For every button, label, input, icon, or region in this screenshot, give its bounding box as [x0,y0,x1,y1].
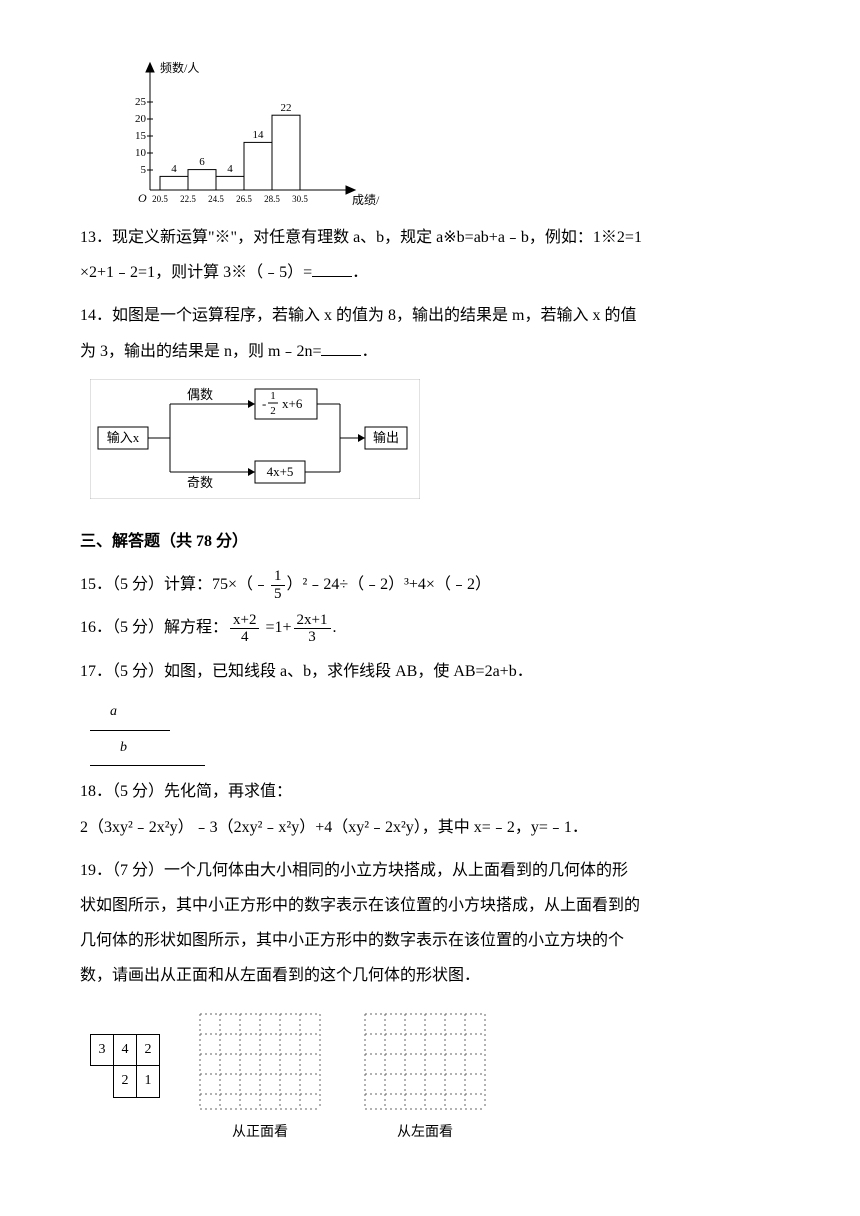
q14-text-a: 14．如图是一个运算程序，若输入 x 的值为 8，输出的结果是 m，若输入 x … [80,307,636,324]
q18-line2: 2（3xy²﹣2x²y）﹣3（2xy²﹣x²y）+4（xy²﹣2x²y），其中 … [80,819,588,836]
bar-label: 6 [199,156,205,168]
q14-text-b: 为 3，输出的结果是 n，则 m﹣2n= [80,343,321,360]
q19-line3: 几何体的形状如图所示，其中小正方形中的数字表示在该位置的小立方块的个 [80,932,624,949]
q13-text-b: ×2+1﹣2=1，则计算 3※（﹣5）= [80,264,312,281]
x-tick: 28.5 [264,194,280,204]
question-16: 16．（5 分）解方程：x+24 =1+2x+13. [80,610,780,645]
flow-input: 输入x [107,430,140,445]
cube-top-view: 3 4 2 2 1 [90,1034,160,1099]
fraction: 15 [271,568,285,602]
q16-end: . [333,619,337,636]
blank-answer [321,339,361,356]
x-tick: 20.5 [152,194,168,204]
cube-cell: 4 [114,1034,137,1066]
section-3-title: 三、解答题（共 78 分） [80,524,780,559]
seg-b-label: b [120,740,127,755]
q19-line1: 19．（7 分）一个几何体由大小相同的小立方块搭成，从上面看到的几何体的形 [80,862,628,879]
grid-figures: 3 4 2 2 1 从正面看 从左面看 [90,1009,780,1149]
segment-diagram: a b [90,697,780,767]
bar-label: 4 [171,163,177,175]
origin-label: O [138,191,147,205]
flowchart-diagram: 输入x 偶数 奇数 - 1 2 x+6 4x+5 输出 [90,379,420,499]
y-tick: 20 [135,113,147,125]
flow-top-post: x+6 [282,396,303,411]
fraction: 2x+13 [294,612,331,646]
cube-cell: 1 [137,1066,160,1098]
q13-text-a: 13．现定义新运算"※"，对任意有理数 a、b，规定 a※b=ab+a﹣b，例如… [80,229,642,246]
fraction: x+24 [230,612,259,646]
q15-pre: 15．（5 分）计算：75×（﹣ [80,576,269,593]
cube-cell-empty [91,1066,114,1098]
question-17: 17．（5 分）如图，已知线段 a、b，求作线段 AB，使 AB=2a+b． [80,654,780,689]
x-tick: 22.5 [180,194,196,204]
flow-top-num: 1 [270,390,276,402]
x-axis-label: 成绩/分 [352,193,380,207]
seg-a-label: a [110,704,117,719]
cube-cell: 3 [91,1034,114,1066]
x-tick: 24.5 [208,194,224,204]
dot-grid-front: 从正面看 [195,1009,325,1149]
y-tick: 15 [135,130,147,142]
q15-post: ）²﹣24÷（﹣2）³+4×（﹣2） [287,576,491,593]
bar-label: 22 [281,102,292,114]
y-tick: 10 [135,147,147,159]
question-13: 13．现定义新运算"※"，对任意有理数 a、b，规定 a※b=ab+a﹣b，例如… [80,220,780,290]
dot-grid-left: 从左面看 [360,1009,490,1149]
flow-top-den: 2 [270,405,276,417]
bar-label: 14 [253,129,265,141]
grid-label-front: 从正面看 [195,1118,325,1149]
q18-line1: 18．（5 分）先化简，再求值： [80,783,292,800]
blank-answer [312,260,352,277]
cube-cell: 2 [137,1034,160,1066]
flow-top-pre: - [262,396,266,411]
q19-line4: 数，请画出从正面和从左面看到的这个几何体的形状图． [80,967,480,984]
y-tick: 25 [135,96,147,108]
q19-line2: 状如图所示，其中小正方形中的数字表示在该位置的小方块搭成，从上面看到的 [80,897,640,914]
y-tick: 5 [141,164,147,176]
flow-even: 偶数 [187,387,213,402]
flow-odd: 奇数 [187,475,213,490]
flow-output: 输出 [373,430,399,445]
x-tick: 30.5 [292,194,308,204]
histogram-chart: 频数/人 成绩/分 O 5 10 15 20 25 4 6 4 14 22 20… [120,60,380,210]
question-14: 14．如图是一个运算程序，若输入 x 的值为 8，输出的结果是 m，若输入 x … [80,298,780,368]
flow-bot: 4x+5 [267,464,294,479]
q16-mid: =1+ [261,619,291,636]
question-15: 15．（5 分）计算：75×（﹣15）²﹣24÷（﹣2）³+4×（﹣2） [80,567,780,602]
bar-label: 4 [227,163,233,175]
y-axis-label: 频数/人 [160,60,199,75]
question-19: 19．（7 分）一个几何体由大小相同的小立方块搭成，从上面看到的几何体的形 状如… [80,853,780,994]
x-tick: 26.5 [236,194,252,204]
cube-cell: 2 [114,1066,137,1098]
question-18: 18．（5 分）先化简，再求值： 2（3xy²﹣2x²y）﹣3（2xy²﹣x²y… [80,774,780,844]
grid-label-left: 从左面看 [360,1118,490,1149]
q16-pre: 16．（5 分）解方程： [80,619,228,636]
